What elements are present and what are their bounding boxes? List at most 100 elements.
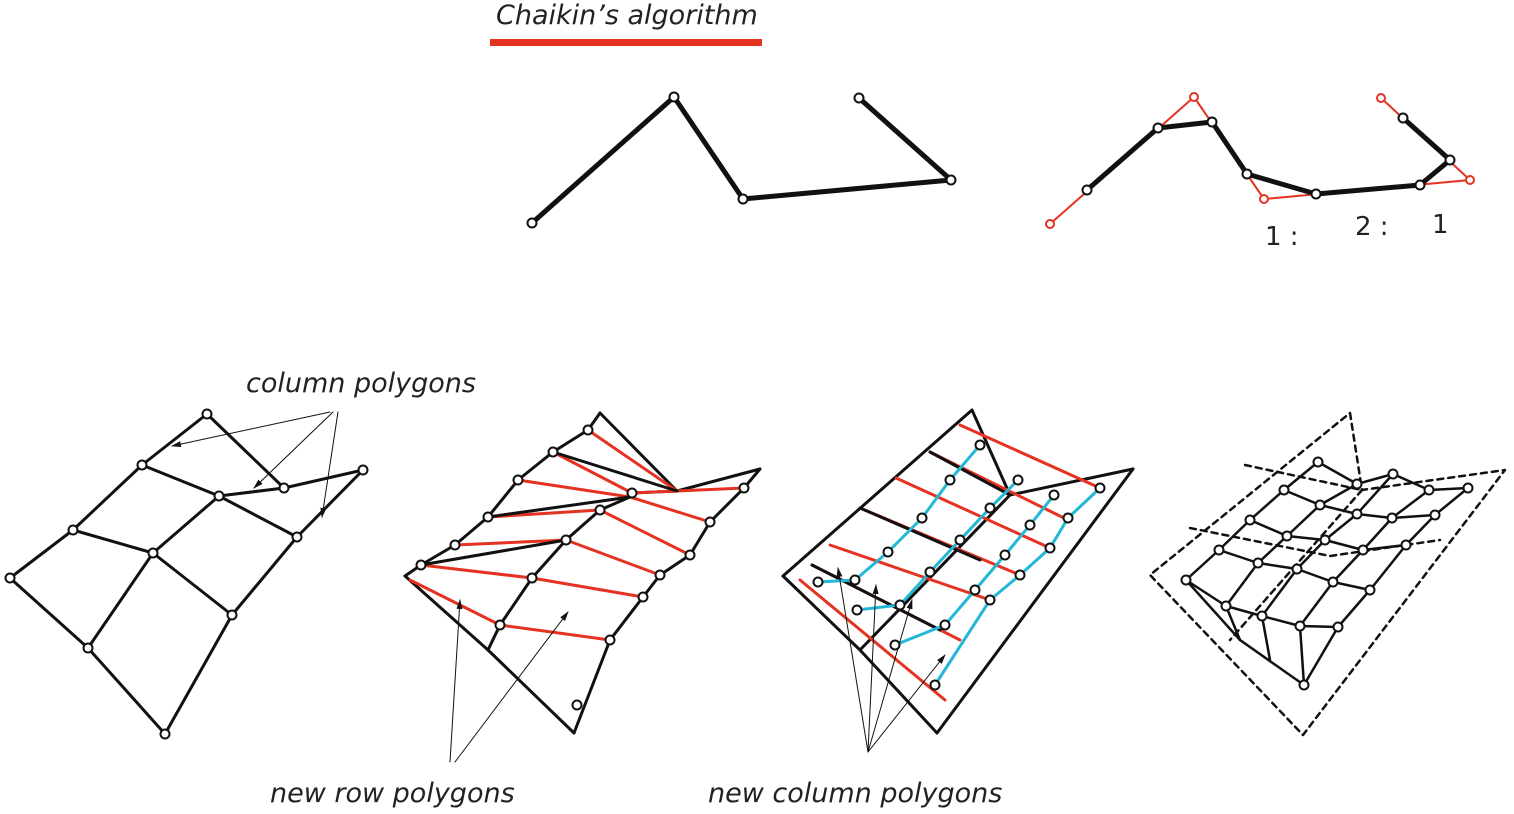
mesh3-point [944, 474, 956, 486]
refined-point [1414, 179, 1426, 191]
mesh2-boundary [403, 574, 576, 735]
original-mesh-dashed [1188, 526, 1442, 558]
mesh1-point [136, 459, 148, 471]
mesh1-point [357, 464, 369, 476]
mesh3-boundary [781, 408, 974, 578]
mesh3-point [1044, 542, 1056, 554]
new-row-polygons-label: new row polygons [270, 778, 515, 809]
mesh2-point [604, 634, 616, 646]
mesh2-point [684, 549, 696, 561]
mesh3-point [984, 594, 996, 606]
mesh2-boundary [598, 411, 762, 493]
mesh4-point [1278, 484, 1290, 496]
annotation-arrow [320, 411, 339, 518]
mesh4-point [1386, 512, 1398, 524]
mesh2-point [560, 534, 572, 546]
mesh1-point [159, 728, 171, 740]
mesh1-column [86, 486, 286, 650]
mesh1-column [8, 412, 209, 580]
mesh4-point [1429, 509, 1441, 521]
new-row-polygon [828, 543, 992, 602]
mesh4-point [1351, 478, 1363, 490]
title: Chaikin’s algorithm [496, 0, 758, 31]
mesh3-point [1094, 482, 1106, 494]
mesh3-point [969, 584, 981, 596]
mesh3-boundary [935, 467, 1135, 735]
mesh2-point [571, 699, 583, 711]
refined-mesh-column [1260, 614, 1272, 662]
mesh4-point [1281, 530, 1293, 542]
new-column-polygons-label: new column polygons [708, 778, 1003, 809]
mesh1-point [291, 531, 303, 543]
annotation-arrow [867, 584, 879, 753]
control-point [853, 92, 865, 104]
refined-mesh-row [1248, 518, 1408, 552]
mesh1-point [4, 572, 16, 584]
mesh4-point [1244, 514, 1256, 526]
new-row-polygon [798, 578, 947, 702]
annotation-arrow [867, 599, 913, 753]
mesh4-point [1294, 620, 1306, 632]
mesh2-point [494, 619, 506, 631]
mesh3-point [924, 566, 936, 578]
mesh2-point [582, 424, 594, 436]
mesh3-point [1062, 512, 1074, 524]
mesh2-point [526, 572, 538, 584]
refined-point [1206, 116, 1218, 128]
mesh4-point [1312, 456, 1324, 468]
mesh3-point [954, 534, 966, 546]
original-mesh-dashed [1243, 463, 1364, 492]
refined-point [1081, 184, 1093, 196]
mesh1-row [71, 528, 234, 617]
mesh3-point [894, 599, 906, 611]
mesh3-point [882, 546, 894, 558]
mesh2-point [637, 591, 649, 603]
original-point-red [1376, 93, 1386, 103]
mesh4-point [1364, 584, 1376, 596]
refined-polygon [1084, 115, 1453, 197]
new-column-polygon [933, 486, 1102, 687]
mesh1-point [67, 524, 79, 536]
mesh4-point [1213, 544, 1225, 556]
ratio-part-2: 2 : [1355, 212, 1389, 242]
mesh3-row [928, 450, 1012, 497]
original-point-red [1465, 175, 1475, 185]
mesh4-point [1332, 621, 1344, 633]
annotation-arrow [867, 654, 946, 753]
mesh3-boundary [781, 574, 939, 735]
new-column-polygon [816, 443, 982, 584]
mesh2-point [654, 569, 666, 581]
refined-mesh-column [1224, 482, 1359, 608]
control-point [945, 174, 957, 186]
mesh3-point [1014, 569, 1026, 581]
mesh4-point [1319, 534, 1331, 546]
mesh4-point [1298, 679, 1310, 691]
mesh4-point [1220, 600, 1232, 612]
annotation-arrow [454, 611, 569, 763]
mesh1-row [205, 412, 365, 490]
mesh1-point [201, 408, 213, 420]
mesh2-point [512, 474, 524, 486]
mesh1-column [163, 468, 365, 736]
mesh3-point [1024, 519, 1036, 531]
mesh2-point [449, 539, 461, 551]
mesh1-point [226, 609, 238, 621]
annotation-arrow [253, 411, 334, 489]
new-column-polygon [893, 493, 1056, 647]
mesh2-point [738, 482, 750, 494]
mesh4-point [1387, 468, 1399, 480]
mesh3-point [849, 574, 861, 586]
title-underline [490, 39, 762, 46]
mesh3-point [929, 679, 941, 691]
mesh1-point [278, 482, 290, 494]
mesh3-point [851, 604, 863, 616]
mesh2-point [547, 446, 559, 458]
mesh4-point [1252, 557, 1264, 569]
mesh1-point [213, 490, 225, 502]
annotation-arrow [449, 599, 463, 763]
mesh2-point [704, 516, 716, 528]
refined-point [1444, 154, 1456, 166]
mesh3-point [1012, 474, 1024, 486]
refined-mesh-column [1298, 624, 1306, 687]
original-point-red [1259, 194, 1269, 204]
